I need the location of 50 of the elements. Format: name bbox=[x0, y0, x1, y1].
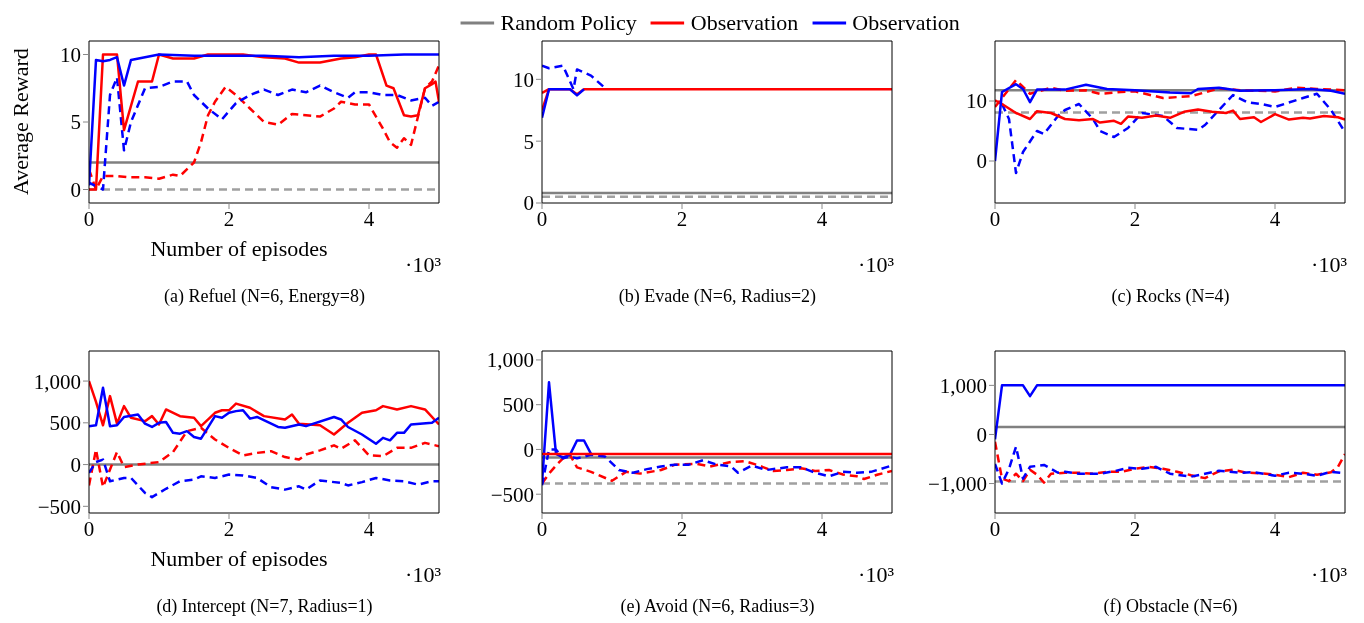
text: ·10³ bbox=[1311, 252, 1347, 278]
legend-label: Observation bbox=[690, 10, 799, 36]
y-tick-label: 0 bbox=[70, 177, 81, 202]
y-tick-label: 1,000 bbox=[33, 369, 81, 394]
line-series bbox=[89, 386, 439, 445]
text: (e) Avoid (N=6, Radius=3) bbox=[619, 596, 816, 617]
y-tick-label: 0 bbox=[523, 437, 534, 462]
x-tick-label: 4 bbox=[816, 206, 828, 231]
y-tick-label: −500 bbox=[490, 482, 534, 507]
text: ·10³ bbox=[405, 252, 441, 278]
x-tick-label: 4 bbox=[363, 516, 375, 541]
y-tick-label: 500 bbox=[49, 411, 81, 436]
y-tick-label: 10 bbox=[513, 67, 534, 92]
y-tick-label: −500 bbox=[37, 494, 81, 519]
x-tick-label: 4 bbox=[363, 206, 375, 231]
line-series bbox=[89, 458, 439, 499]
x-tick-label: 4 bbox=[816, 516, 828, 541]
text: (c) Rocks (N=4) bbox=[1110, 286, 1231, 307]
text: (b) Evade (N=6, Radius=2) bbox=[617, 286, 818, 307]
text: ·10³ bbox=[858, 252, 894, 278]
y-tick-label: 1,000 bbox=[486, 348, 534, 373]
x-tick-label: 2 bbox=[223, 206, 235, 231]
y-tick-label: 10 bbox=[60, 42, 81, 67]
legend-label: Random Policy bbox=[500, 10, 637, 36]
text: (a) Refuel (N=6, Energy=8) bbox=[163, 286, 366, 307]
x-tick-label: 2 bbox=[676, 516, 688, 541]
y-tick-label: 5 bbox=[70, 110, 81, 135]
y-tick-label: −1,000 bbox=[927, 472, 987, 496]
x-axis-title: Number of episodes bbox=[149, 546, 329, 572]
y-tick-label: 0 bbox=[976, 422, 987, 447]
x-tick-label: 2 bbox=[223, 516, 235, 541]
x-tick-label: 2 bbox=[676, 206, 688, 231]
y-tick-label: 500 bbox=[502, 393, 534, 418]
text: (d) Intercept (N=7, Radius=1) bbox=[155, 596, 374, 617]
y-tick-label: 1,000 bbox=[939, 373, 987, 398]
text: (f) Obstacle (N=6) bbox=[1102, 596, 1239, 617]
text: ·10³ bbox=[405, 562, 441, 588]
y-tick-label: 10 bbox=[966, 89, 987, 114]
x-tick-label: 4 bbox=[1269, 516, 1281, 541]
y-tick-label: 5 bbox=[523, 129, 534, 154]
y-tick-label: 0 bbox=[976, 149, 987, 174]
x-tick-label: 2 bbox=[1129, 516, 1141, 541]
x-tick-label: 2 bbox=[1129, 206, 1141, 231]
y-tick-label: 0 bbox=[70, 453, 81, 478]
text: ·10³ bbox=[1311, 562, 1347, 588]
x-tick-label: 4 bbox=[1269, 206, 1281, 231]
x-axis-title: Number of episodes bbox=[149, 236, 329, 262]
legend-label: Observation bbox=[852, 10, 960, 36]
text: ·10³ bbox=[858, 562, 894, 588]
y-axis-title: Average Reward bbox=[8, 47, 34, 197]
